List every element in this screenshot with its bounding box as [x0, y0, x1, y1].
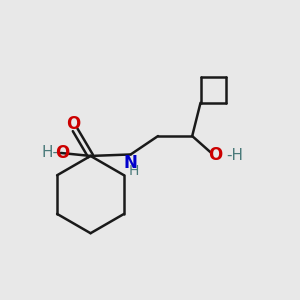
- Text: N: N: [124, 154, 138, 172]
- Text: O: O: [56, 144, 70, 162]
- Text: H-: H-: [41, 146, 58, 160]
- Text: H: H: [128, 164, 139, 178]
- Text: O: O: [67, 116, 81, 134]
- Text: -H: -H: [227, 148, 244, 163]
- Text: O: O: [208, 146, 223, 164]
